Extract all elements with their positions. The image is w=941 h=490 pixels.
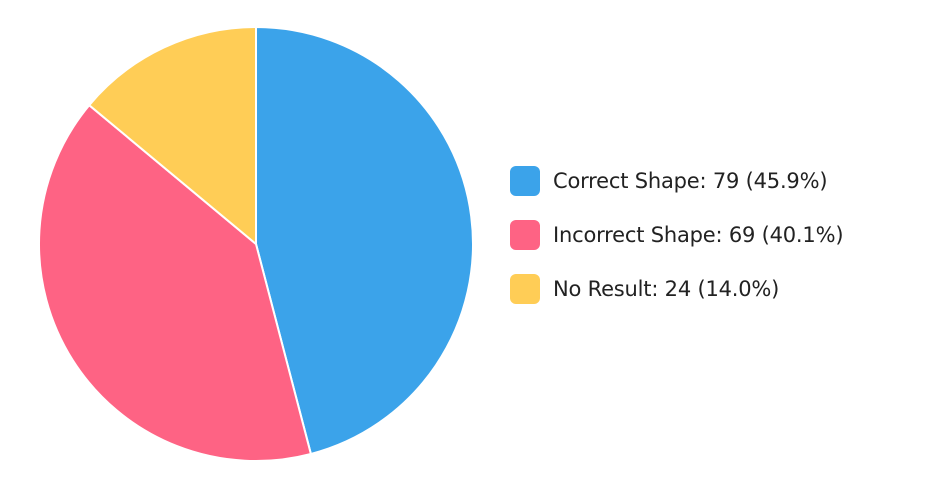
legend-label-incorrect-shape: Incorrect Shape: 69 (40.1%) — [553, 223, 844, 247]
legend-swatch-incorrect-shape — [510, 220, 540, 250]
legend-label-correct-shape: Correct Shape: 79 (45.9%) — [553, 169, 828, 193]
legend-item-incorrect-shape[interactable]: Incorrect Shape: 69 (40.1%) — [510, 217, 930, 253]
legend-label-no-result: No Result: 24 (14.0%) — [553, 277, 780, 301]
legend-swatch-no-result — [510, 274, 540, 304]
pie-slice-incorrect-shape[interactable] — [38, 104, 312, 462]
legend-swatch-correct-shape — [510, 166, 540, 196]
pie-slice-correct-shape[interactable] — [255, 26, 474, 455]
pie-slice-no-result[interactable] — [88, 26, 257, 245]
legend-item-correct-shape[interactable]: Correct Shape: 79 (45.9%) — [510, 163, 930, 199]
legend-item-no-result[interactable]: No Result: 24 (14.0%) — [510, 271, 930, 307]
chart-legend: Correct Shape: 79 (45.9%) Incorrect Shap… — [510, 163, 930, 325]
